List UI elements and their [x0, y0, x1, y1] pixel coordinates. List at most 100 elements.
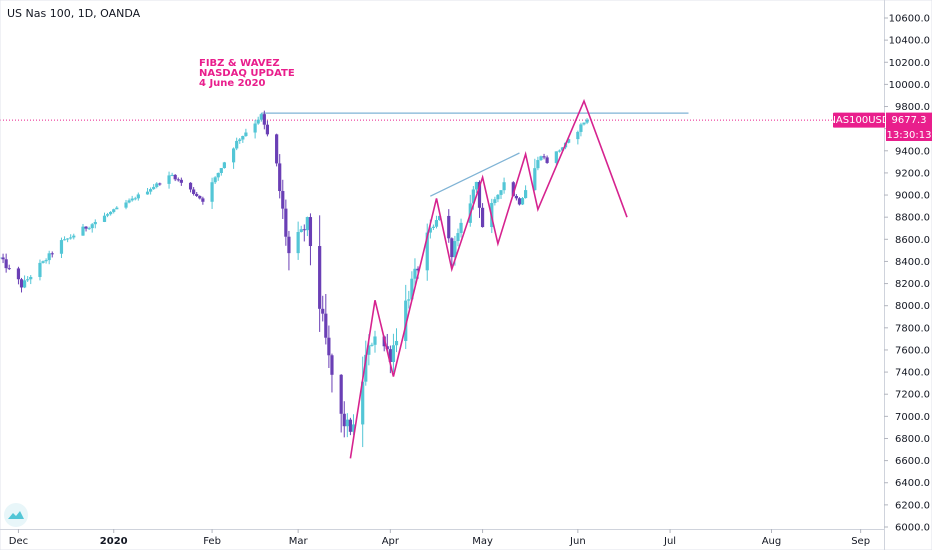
candle — [136, 192, 140, 201]
tradingview-logo-icon[interactable] — [4, 503, 28, 527]
candle — [102, 212, 107, 223]
candle — [536, 156, 540, 171]
candle — [158, 182, 162, 186]
candle — [281, 179, 285, 219]
candle — [244, 128, 248, 137]
candle — [394, 328, 399, 353]
candle — [87, 226, 91, 231]
candle — [109, 211, 113, 216]
candle — [149, 187, 153, 195]
candle — [192, 187, 196, 196]
candle — [447, 209, 451, 243]
price-axis[interactable]: 6000.0 6200.0 6400.0 6600.0 6800.0 7000.0 7200… — [884, 14, 930, 534]
candle — [238, 138, 242, 144]
candle — [173, 174, 177, 182]
x-tick-label: Sep — [851, 536, 870, 547]
y-tick-label: 6200.0 — [895, 500, 930, 511]
candle — [235, 137, 239, 151]
y-tick-label: 10600.0 — [889, 14, 930, 25]
candle — [216, 172, 220, 181]
candle — [499, 190, 503, 199]
x-tick-label: Jul — [663, 536, 676, 547]
candle — [210, 177, 214, 209]
candle — [222, 161, 226, 169]
candle — [533, 158, 537, 191]
candle — [127, 198, 131, 204]
candle — [370, 342, 374, 347]
candle — [524, 185, 528, 199]
symbol-tag-label: NAS100USD — [828, 115, 889, 126]
candle — [296, 221, 300, 260]
candle — [407, 290, 411, 309]
candle — [4, 253, 8, 273]
candle — [19, 277, 24, 293]
candle — [557, 149, 562, 153]
candle — [201, 196, 205, 205]
candle — [425, 223, 429, 281]
candle — [342, 401, 346, 438]
candle — [38, 259, 42, 281]
candle — [195, 191, 199, 198]
price-tag-label: 9677.3 — [892, 115, 927, 126]
x-tick-label: May — [472, 536, 493, 547]
candle — [0, 256, 2, 261]
candle — [431, 224, 435, 231]
candle — [7, 264, 11, 271]
candle — [576, 130, 580, 145]
candle — [115, 206, 119, 210]
horizontal-levels — [0, 112, 884, 197]
candle — [81, 223, 85, 236]
candle — [545, 155, 549, 164]
y-tick-label: 8600.0 — [895, 235, 930, 246]
candle — [265, 120, 270, 137]
candle — [167, 171, 171, 189]
candle — [474, 181, 479, 193]
candle — [105, 212, 110, 218]
chart-title: US Nas 100, 1D, OANDA — [7, 7, 141, 20]
candle — [133, 196, 137, 201]
candlestick-series — [0, 110, 589, 448]
candle — [327, 325, 331, 368]
candle — [72, 233, 76, 240]
candle — [373, 330, 377, 353]
candle — [520, 197, 525, 206]
y-tick-label: 7800.0 — [895, 323, 930, 334]
candle — [361, 356, 365, 448]
candle — [69, 234, 73, 240]
candle — [145, 188, 150, 195]
price-tag — [886, 112, 932, 128]
x-tick-label: Mar — [289, 536, 309, 547]
candle — [29, 275, 33, 285]
candle — [517, 197, 522, 206]
x-tick-label: Apr — [382, 536, 400, 547]
wave-pattern-line — [349, 98, 628, 459]
candle — [198, 195, 202, 200]
candle — [305, 216, 309, 237]
candle — [582, 122, 586, 126]
candle — [155, 182, 159, 189]
annotation-line-2: NASDAQ UPDATE — [199, 68, 295, 79]
y-tick-label: 7600.0 — [895, 345, 930, 356]
annotation-note[interactable]: FIBZ & WAVEZ NASDAQ UPDATE 4 June 2020 — [199, 58, 295, 89]
candle — [324, 294, 328, 345]
candle — [287, 230, 291, 271]
time-axis[interactable]: Dec 2020 Feb Mar Apr May Jun Jul Aug Sep — [9, 529, 870, 547]
candle — [391, 333, 396, 373]
candle — [308, 213, 313, 266]
candle — [1, 253, 5, 264]
candle — [219, 168, 223, 176]
y-tick-label: 6600.0 — [895, 456, 930, 467]
price-tags: NAS100USD 9677.3 13:30:13 — [828, 112, 932, 141]
candle — [66, 238, 70, 243]
candle — [26, 276, 30, 282]
candle — [188, 182, 193, 193]
y-tick-label: 10200.0 — [889, 58, 930, 69]
y-tick-label: 6000.0 — [895, 523, 930, 534]
x-tick-label: Jun — [569, 536, 586, 547]
annotation-line-1: FIBZ & WAVEZ — [199, 58, 280, 69]
y-tick-label: 9800.0 — [895, 102, 930, 113]
candle — [585, 118, 589, 125]
countdown-tag-label: 13:30:13 — [887, 130, 932, 141]
